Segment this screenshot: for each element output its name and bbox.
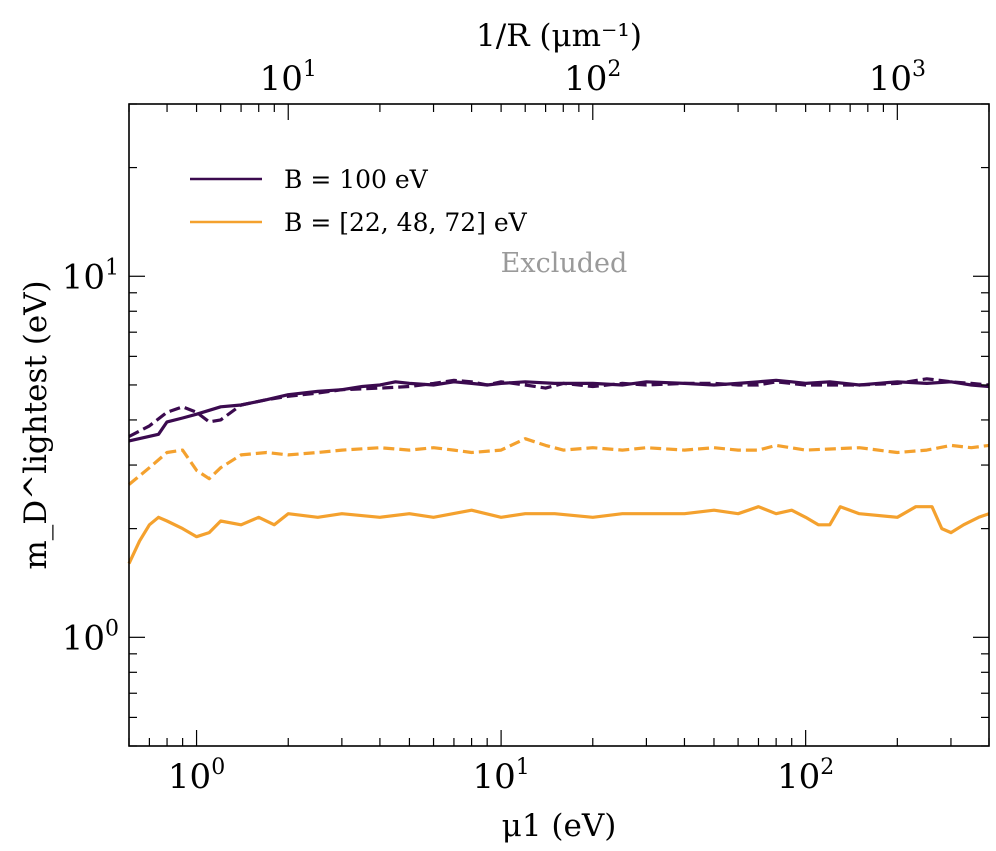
y-tick-label: 101 [62, 255, 119, 297]
top-x-tick-label: 103 [869, 57, 926, 99]
top-x-tick-label: 102 [564, 57, 621, 99]
legend: B = 100 eV B = [22, 48, 72] eV [190, 165, 528, 237]
x-axis-label: μ1 (eV) [502, 808, 617, 844]
series-line-0 [128, 378, 990, 443]
series-line-3 [127, 505, 990, 565]
y-tick-label: 100 [62, 616, 119, 658]
x-tick-label: 101 [472, 755, 529, 797]
series-line-1 [128, 377, 990, 438]
series-layer [127, 377, 990, 565]
y-axis-label: m_D^lightest (eV) [18, 280, 54, 569]
x-tick-label: 100 [168, 755, 225, 797]
top-x-axis-label: 1/R (μm⁻¹) [476, 18, 642, 54]
top-x-tick-label: 101 [260, 57, 317, 99]
excluded-annotation: Excluded [501, 248, 628, 279]
series-line-2 [127, 437, 990, 486]
plot-frame [128, 103, 990, 747]
legend-label-0: B = 100 eV [284, 165, 429, 194]
ticks-layer [128, 103, 990, 747]
labels-layer: 100 101 102 101 102 103 100 101 [62, 57, 926, 797]
x-tick-label: 102 [777, 755, 834, 797]
legend-label-1: B = [22, 48, 72] eV [284, 208, 528, 237]
